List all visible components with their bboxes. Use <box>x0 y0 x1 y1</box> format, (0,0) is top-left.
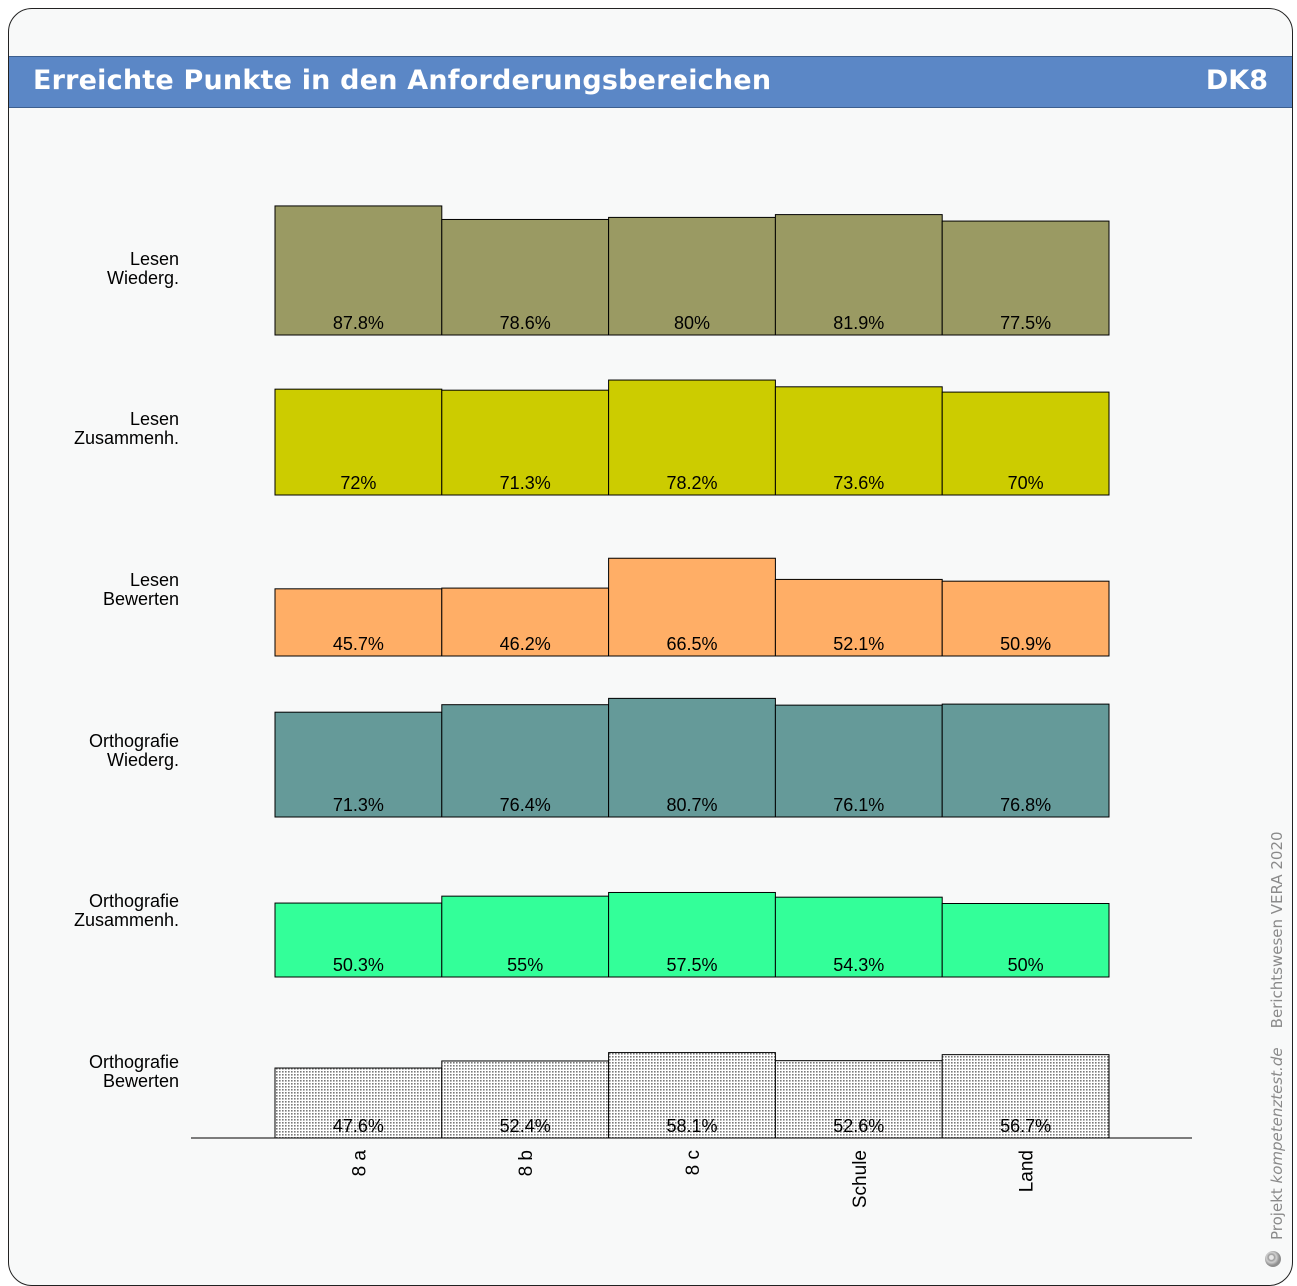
footer-caption: Projekt kompetenztest.de Berichtswesen V… <box>1268 831 1286 1240</box>
value-label: 66.5% <box>666 634 717 654</box>
bar-4-8c <box>608 697 776 818</box>
value-label: 70% <box>1008 473 1044 493</box>
bar-1-land <box>941 220 1110 336</box>
x-tick-label: 8 b <box>516 1150 537 1176</box>
bar-2-schule <box>774 386 943 496</box>
bar-4-8b <box>441 704 610 818</box>
bar-5-land <box>941 903 1110 978</box>
bar-4-schule <box>774 704 943 818</box>
x-tick-label: Land <box>1017 1150 1038 1192</box>
bar-5-8c <box>608 891 776 978</box>
value-label: 73.6% <box>833 473 884 493</box>
row-label-line1: Orthografie <box>88 891 179 911</box>
caption-prefix: Projekt <box>1268 1183 1286 1240</box>
x-tick-label: Schule <box>850 1150 871 1208</box>
value-label: 45.7% <box>333 634 384 654</box>
bar-6-schule <box>774 1060 943 1139</box>
row-label-line2: Zusammenh. <box>73 428 179 448</box>
caption-spacer <box>1268 1028 1286 1047</box>
bar-1-8c <box>608 216 776 336</box>
value-label: 71.3% <box>333 795 384 815</box>
row-label-line1: Orthografie <box>88 731 179 751</box>
caption-site: kompetenztest.de <box>1268 1047 1286 1184</box>
bar-6-land <box>941 1054 1110 1139</box>
value-label: 54.3% <box>833 955 884 975</box>
row-label-line1: Lesen <box>129 570 179 590</box>
bar-3-land <box>941 580 1110 657</box>
page-title: Erreichte Punkte in den Anforderungsbere… <box>33 65 772 96</box>
value-label: 46.2% <box>500 634 551 654</box>
bar-6-8b <box>441 1060 610 1139</box>
value-label: 76.1% <box>833 795 884 815</box>
value-label: 78.6% <box>500 313 551 333</box>
row-label-line2: Wiederg. <box>106 750 179 770</box>
bar-2-8c <box>608 379 776 496</box>
value-label: 52.1% <box>833 634 884 654</box>
value-label: 78.2% <box>666 473 717 493</box>
bar-3-8a <box>274 588 443 657</box>
value-label: 76.4% <box>500 795 551 815</box>
bar-4-land <box>941 703 1110 818</box>
row-label-line2: Bewerten <box>102 1071 179 1091</box>
project-logo-icon <box>1265 1251 1281 1267</box>
value-label: 50% <box>1008 955 1044 975</box>
value-label: 58.1% <box>666 1116 717 1136</box>
bar-5-8b <box>441 895 610 978</box>
bar-2-land <box>941 391 1110 496</box>
bar-6-8c <box>608 1052 776 1139</box>
row-label: Lesen Zusammenh. <box>9 410 179 448</box>
row-label: Orthografie Zusammenh. <box>9 892 179 930</box>
value-label: 77.5% <box>1000 313 1051 333</box>
bar-5-schule <box>774 896 943 978</box>
row-label-line2: Zusammenh. <box>73 910 179 930</box>
bar-3-schule <box>774 578 943 657</box>
value-label: 76.8% <box>1000 795 1051 815</box>
value-label: 57.5% <box>666 955 717 975</box>
row-label: Lesen Bewerten <box>9 571 179 609</box>
bar-4-8a <box>274 711 443 818</box>
value-label: 52.4% <box>500 1116 551 1136</box>
value-label: 50.9% <box>1000 634 1051 654</box>
row-label-line1: Lesen <box>129 249 179 269</box>
x-tick-label: 8 a <box>349 1150 370 1177</box>
value-label: 80.7% <box>666 795 717 815</box>
row-label: Orthografie Bewerten <box>9 1053 179 1091</box>
header-bar: Erreichte Punkte in den Anforderungsbere… <box>9 56 1292 108</box>
value-label: 50.3% <box>333 955 384 975</box>
value-label: 56.7% <box>1000 1116 1051 1136</box>
row-label: Lesen Wiederg. <box>9 250 179 288</box>
bar-6-8a <box>274 1067 443 1139</box>
value-label: 71.3% <box>500 473 551 493</box>
row-label-line2: Bewerten <box>102 589 179 609</box>
bar-5-8a <box>274 902 443 978</box>
bar-3-8c <box>608 557 776 657</box>
bar-3-8b <box>441 587 610 657</box>
row-label-line1: Orthografie <box>88 1052 179 1072</box>
bar-2-8b <box>441 389 610 496</box>
value-label: 52.6% <box>833 1116 884 1136</box>
value-label: 87.8% <box>333 313 384 333</box>
value-label: 55% <box>507 955 543 975</box>
x-tick-label: 8 c <box>683 1150 704 1175</box>
grade-badge: DK8 <box>1205 65 1268 96</box>
row-label-line2: Wiederg. <box>106 268 179 288</box>
value-label: 81.9% <box>833 313 884 333</box>
row-label-line1: Lesen <box>129 409 179 429</box>
bar-2-8a <box>274 388 443 496</box>
row-label: Orthografie Wiederg. <box>9 732 179 770</box>
value-label: 72% <box>340 473 376 493</box>
value-label: 47.6% <box>333 1116 384 1136</box>
caption-source: Berichtswesen VERA 2020 <box>1268 831 1286 1029</box>
value-label: 80% <box>674 313 710 333</box>
